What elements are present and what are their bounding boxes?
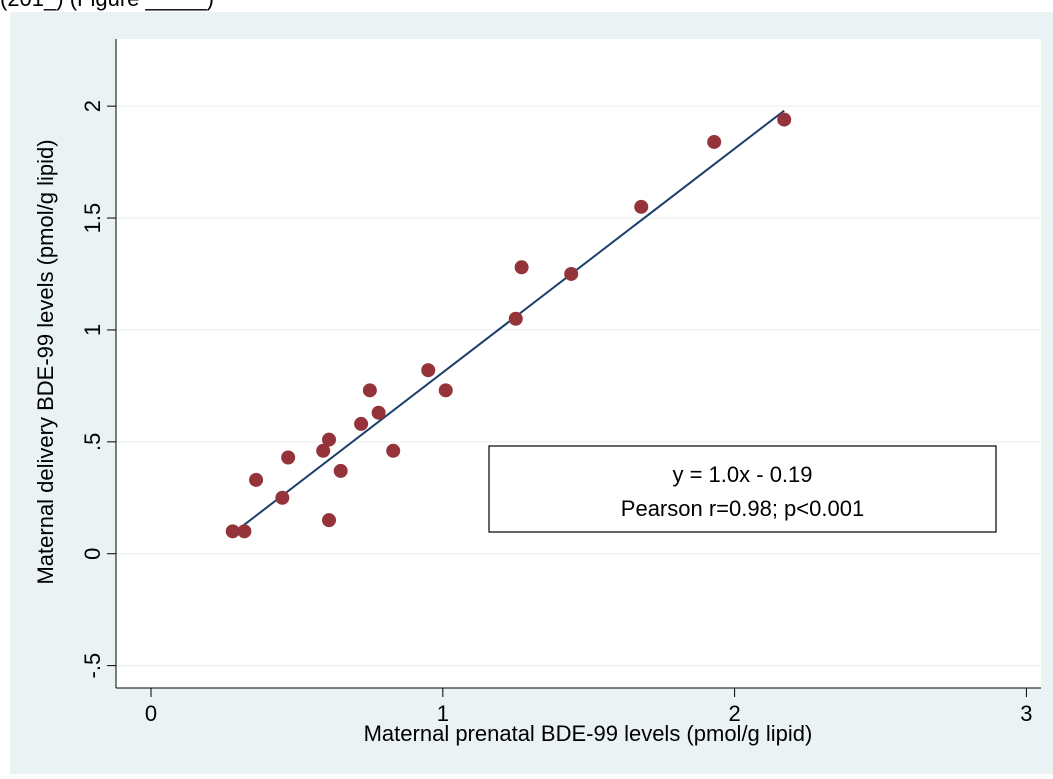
data-point xyxy=(777,112,792,127)
annotation-equation: y = 1.0x - 0.19 xyxy=(672,462,812,487)
data-point xyxy=(362,383,377,398)
data-point xyxy=(275,490,290,505)
chart-frame: -.5 0 .5 1 1.5 2 0 1 2 3 y = 1.0x - 0.19 Pearson … xyxy=(10,12,1053,774)
annotation-pearson: Pearson r=0.98; p<0.001 xyxy=(621,496,864,521)
x-axis-label: Maternal prenatal BDE-99 levels (pmol/g … xyxy=(364,721,813,746)
data-point xyxy=(386,443,401,458)
y-tick-label: 0 xyxy=(80,548,105,560)
caption-fragment: (201_) (Figure _____) xyxy=(0,0,214,12)
data-point xyxy=(508,311,523,326)
annotation-box: y = 1.0x - 0.19 Pearson r=0.98; p<0.001 xyxy=(488,445,997,533)
data-point xyxy=(322,432,337,447)
y-tick-label: .5 xyxy=(80,433,105,451)
data-point xyxy=(225,524,240,539)
data-point xyxy=(281,450,296,465)
data-point xyxy=(438,383,453,398)
y-tick-label: 1.5 xyxy=(80,203,105,234)
scatter-chart: -.5 0 .5 1 1.5 2 0 1 2 3 y = 1.0x - 0.19 Pearson … xyxy=(33,39,1041,746)
grid-lines xyxy=(116,105,1041,667)
data-point xyxy=(634,199,649,214)
y-tick-label: -.5 xyxy=(80,653,105,679)
x-tick-label: 3 xyxy=(1020,701,1032,726)
data-point xyxy=(514,260,529,275)
data-point xyxy=(564,266,579,281)
data-point xyxy=(316,443,331,458)
y-axis-label: Maternal delivery BDE-99 levels (pmol/g … xyxy=(33,139,58,584)
data-point xyxy=(333,463,348,478)
data-point xyxy=(421,363,436,378)
x-tick-label: 0 xyxy=(145,701,157,726)
axis-ticks: -.5 0 .5 1 1.5 2 0 1 2 3 xyxy=(80,100,1033,726)
axes xyxy=(115,39,1041,689)
data-point xyxy=(237,524,252,539)
y-tick-label: 1 xyxy=(80,324,105,336)
fit-line-layer xyxy=(232,109,785,535)
x-tick-label: 2 xyxy=(728,701,740,726)
x-tick-label: 1 xyxy=(437,701,449,726)
data-point xyxy=(371,405,386,420)
fit-line xyxy=(232,109,785,535)
data-point xyxy=(249,472,264,487)
plot-area xyxy=(116,39,1041,688)
data-point xyxy=(322,513,337,528)
data-point xyxy=(707,134,722,149)
y-tick-label: 2 xyxy=(80,100,105,112)
data-point xyxy=(354,416,369,431)
data-points xyxy=(225,112,792,539)
